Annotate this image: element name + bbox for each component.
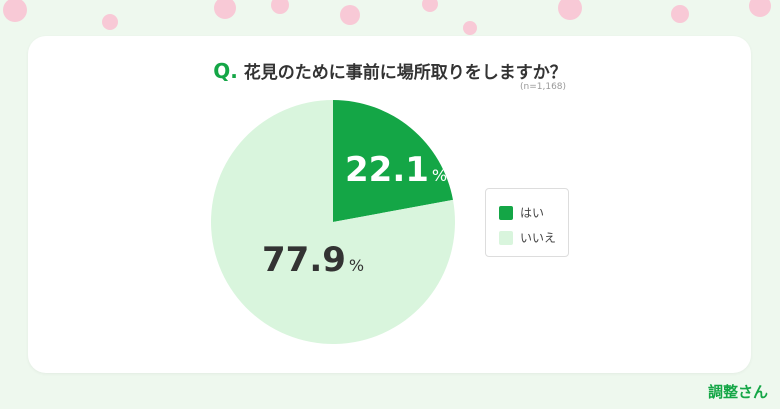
q-mark: Q. (213, 59, 238, 83)
legend-swatch (499, 230, 513, 245)
brand-logo: 調整さん (708, 383, 769, 401)
sample-size: (n=1,168) (520, 82, 567, 92)
legend-item-no: いいえ (499, 229, 556, 246)
pie-slice-0 (333, 100, 453, 222)
chart-title: Q. 花見のために事前に場所取りをしますか？ (0, 58, 780, 83)
pie-slice-1 (210, 100, 455, 344)
question-text: 花見のために事前に場所取りをしますか？ (243, 63, 567, 83)
cherry-blossom-decoration (3, 0, 771, 35)
slice-label-no: 77.9% (262, 240, 365, 280)
legend-swatch (499, 205, 513, 220)
slice-label-yes: 22.1% (345, 150, 448, 190)
legend: はい いいえ (485, 188, 569, 257)
legend-item-yes: はい (499, 204, 544, 221)
